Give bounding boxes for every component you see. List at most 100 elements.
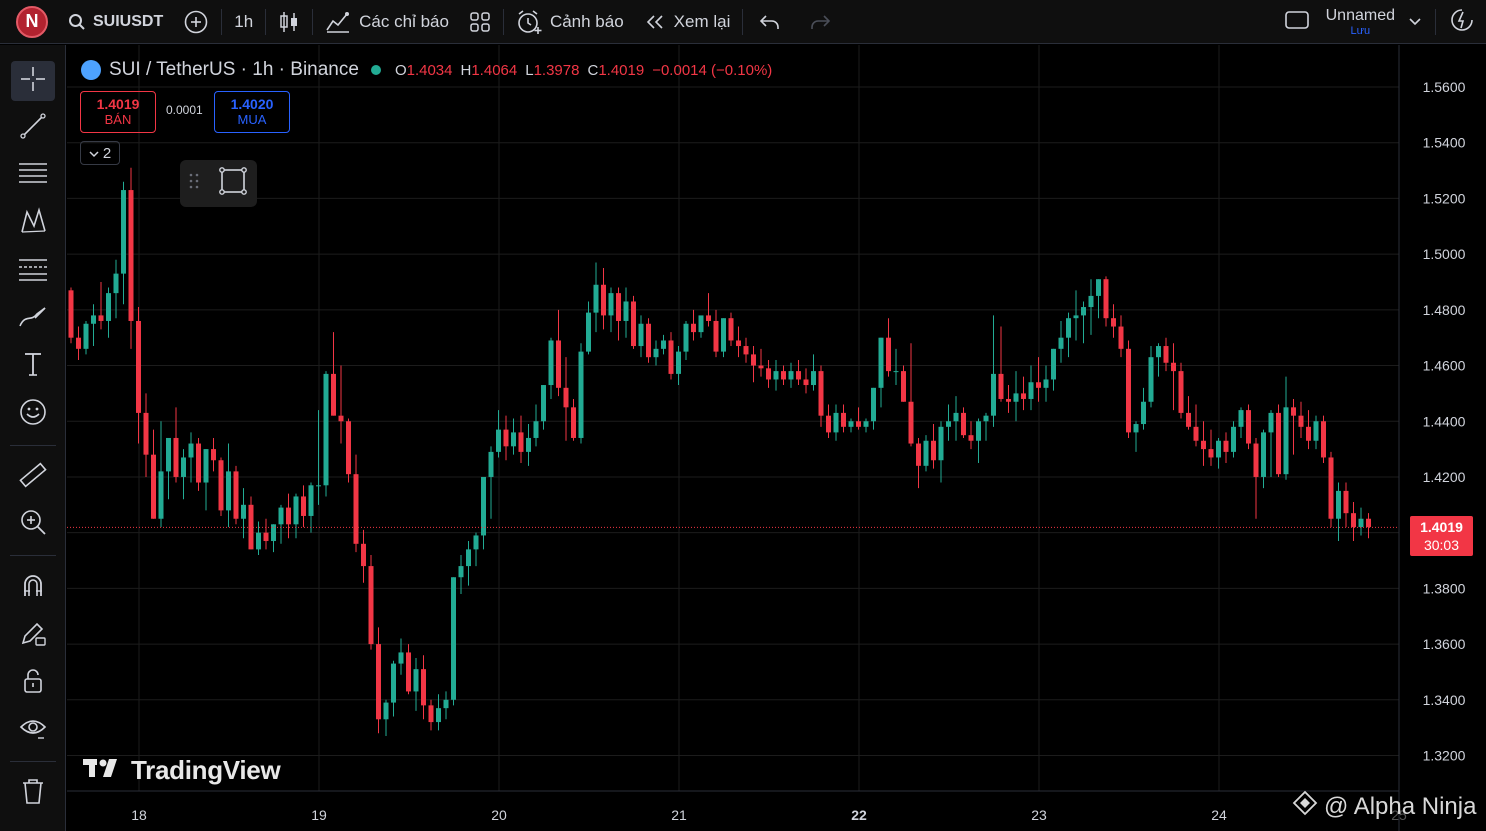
candle-body bbox=[721, 318, 726, 352]
zoom-tool[interactable] bbox=[11, 504, 55, 544]
candle-body bbox=[781, 371, 786, 380]
candle-body bbox=[1351, 513, 1356, 528]
alerts-button[interactable]: Cảnh báo bbox=[506, 0, 634, 44]
symbol-search-button[interactable]: SUIUSDT bbox=[58, 0, 173, 44]
chart-area[interactable]: 1.5600 1.5400 1.5200 1.5000 1.4800 1.4600 1.44… bbox=[67, 45, 1486, 831]
candle-body bbox=[76, 337, 81, 349]
y-tick-label: 1.5200 bbox=[1423, 190, 1466, 206]
symbol-name: SUIUSDT bbox=[93, 12, 164, 30]
pattern-tool[interactable] bbox=[11, 203, 55, 243]
prediction-tool[interactable] bbox=[11, 251, 55, 291]
candle-body bbox=[226, 471, 231, 511]
candle-body bbox=[1216, 440, 1221, 458]
candle-body bbox=[961, 412, 966, 436]
close-key: C bbox=[587, 61, 599, 79]
user-avatar[interactable]: N bbox=[16, 5, 48, 38]
candle-body bbox=[713, 320, 719, 352]
magnet-tool[interactable] bbox=[11, 567, 55, 607]
candlestick-chart[interactable]: 1.5600 1.5400 1.5200 1.5000 1.4800 1.4600 1.44… bbox=[67, 45, 1486, 831]
candle-body bbox=[1043, 379, 1049, 388]
open-value: 1.4034 bbox=[406, 61, 453, 79]
candle-body bbox=[106, 293, 111, 321]
drawing-toolbar bbox=[0, 45, 66, 831]
toolbar-separator bbox=[312, 8, 314, 35]
candle-body bbox=[203, 449, 209, 483]
candle-body bbox=[586, 312, 591, 352]
trend-line-tool[interactable] bbox=[11, 108, 55, 148]
chart-type-button[interactable] bbox=[268, 0, 310, 44]
drag-handle-icon[interactable] bbox=[188, 172, 200, 195]
trend-line-icon bbox=[18, 111, 48, 146]
interval-button[interactable]: 1h bbox=[224, 0, 263, 44]
candle-body bbox=[436, 708, 441, 723]
text-tool[interactable] bbox=[11, 346, 55, 386]
candle-body bbox=[398, 652, 404, 664]
indicators-label: Các chỉ báo bbox=[359, 11, 449, 31]
candle-body bbox=[1103, 279, 1109, 319]
layout-square-icon[interactable] bbox=[1284, 9, 1310, 36]
candle-body bbox=[181, 457, 186, 477]
layout-name-button[interactable]: Unnamed Lưu bbox=[1326, 7, 1395, 37]
compare-symbol-button[interactable] bbox=[173, 0, 219, 44]
candle-body bbox=[188, 443, 194, 458]
candle-body bbox=[601, 284, 606, 316]
candle-body bbox=[503, 429, 509, 447]
replay-button[interactable]: Xem lại bbox=[634, 0, 741, 44]
y-tick-label: 1.4800 bbox=[1423, 302, 1466, 318]
drawing-mode-tool[interactable] bbox=[11, 615, 55, 655]
candle-body bbox=[376, 644, 381, 720]
candle-body bbox=[136, 320, 141, 413]
candle-body bbox=[953, 412, 959, 422]
fib-tool[interactable] bbox=[11, 155, 55, 195]
brush-tool[interactable] bbox=[11, 299, 55, 339]
legend-close: C1.4019 bbox=[587, 62, 644, 79]
pattern-icon bbox=[18, 206, 48, 241]
candle-body bbox=[1238, 410, 1244, 427]
quick-search-icon[interactable] bbox=[1450, 8, 1474, 37]
candle-body bbox=[83, 323, 89, 349]
candle-body bbox=[121, 190, 126, 274]
undo-button[interactable] bbox=[745, 0, 795, 44]
candle-body bbox=[173, 437, 179, 477]
candle-body bbox=[466, 549, 471, 567]
chevron-down-icon[interactable] bbox=[1409, 13, 1421, 31]
lock-tool[interactable] bbox=[11, 663, 55, 703]
candle-body bbox=[541, 385, 546, 422]
candle-body bbox=[728, 318, 734, 341]
measure-tool[interactable] bbox=[11, 457, 55, 497]
sell-button[interactable]: 1.4019 BÁN bbox=[80, 91, 156, 133]
candle-body bbox=[653, 348, 659, 358]
candle-body bbox=[143, 412, 149, 455]
buy-button[interactable]: 1.4020 MUA bbox=[214, 91, 290, 133]
candle-body bbox=[1051, 348, 1056, 380]
candle-body bbox=[391, 663, 396, 703]
y-tick-label: 1.3400 bbox=[1423, 692, 1466, 708]
candle-body bbox=[1291, 407, 1296, 416]
candle-body bbox=[241, 504, 246, 519]
candle-body bbox=[1321, 421, 1326, 458]
candle-body bbox=[758, 365, 764, 369]
remove-drawings-tool[interactable] bbox=[11, 773, 55, 813]
candle-body bbox=[841, 412, 846, 427]
icon-tool[interactable] bbox=[11, 394, 55, 434]
candle-body bbox=[1021, 393, 1026, 399]
candle-body bbox=[278, 507, 284, 525]
legend-title[interactable]: SUI / TetherUS · 1h · Binance bbox=[109, 59, 359, 80]
candle-body bbox=[796, 371, 801, 380]
toolbar-separator bbox=[1435, 9, 1436, 35]
candle-body bbox=[1336, 490, 1341, 519]
redo-button[interactable] bbox=[795, 0, 845, 44]
candle-body bbox=[1081, 307, 1086, 316]
candle-body bbox=[451, 577, 456, 700]
candle-body bbox=[533, 421, 539, 438]
candle-body bbox=[211, 449, 216, 461]
candle-body bbox=[406, 652, 411, 692]
candle-body bbox=[323, 373, 329, 486]
templates-button[interactable] bbox=[459, 0, 501, 44]
crosshair-tool[interactable] bbox=[11, 61, 55, 101]
tradingview-logo[interactable]: TradingView bbox=[83, 755, 281, 786]
indicators-button[interactable]: Các chỉ báo bbox=[315, 0, 459, 44]
visibility-tool[interactable] bbox=[11, 710, 55, 750]
indicators-collapse-button[interactable]: 2 bbox=[80, 141, 120, 165]
rectangle-select-icon[interactable] bbox=[218, 166, 248, 201]
